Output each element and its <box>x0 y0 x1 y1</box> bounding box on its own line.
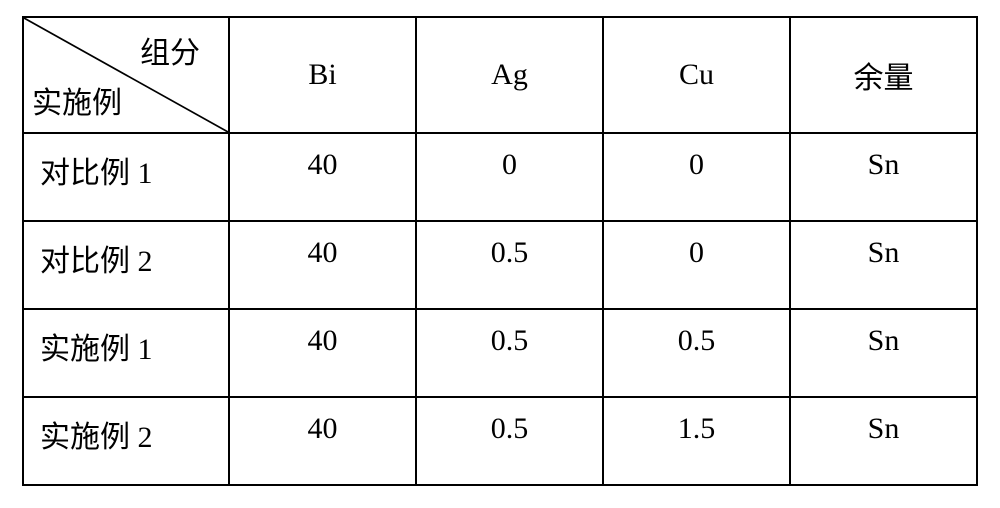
row-label: 实施例 1 <box>23 309 229 397</box>
column-header: Cu <box>603 17 790 133</box>
composition-table-container: 组分 实施例 Bi Ag Cu 余量 对比例 1 40 0 0 Sn 对比例 2… <box>0 0 1000 508</box>
data-cell: 0.5 <box>416 309 603 397</box>
table-row: 实施例 1 40 0.5 0.5 Sn <box>23 309 977 397</box>
row-label: 对比例 1 <box>23 133 229 221</box>
data-cell: 0.5 <box>416 397 603 485</box>
column-header: Bi <box>229 17 416 133</box>
data-cell: 40 <box>229 309 416 397</box>
data-cell: Sn <box>790 221 977 309</box>
corner-bottom-label: 实施例 <box>32 78 122 122</box>
data-cell: 0.5 <box>416 221 603 309</box>
data-cell: 40 <box>229 221 416 309</box>
corner-top-label: 组分 <box>140 28 200 72</box>
data-cell: 40 <box>229 397 416 485</box>
column-header: Ag <box>416 17 603 133</box>
composition-table: 组分 实施例 Bi Ag Cu 余量 对比例 1 40 0 0 Sn 对比例 2… <box>22 16 978 486</box>
data-cell: 1.5 <box>603 397 790 485</box>
data-cell: 0 <box>603 133 790 221</box>
row-label: 对比例 2 <box>23 221 229 309</box>
table-row: 对比例 1 40 0 0 Sn <box>23 133 977 221</box>
data-cell: 0.5 <box>603 309 790 397</box>
table-row: 实施例 2 40 0.5 1.5 Sn <box>23 397 977 485</box>
data-cell: Sn <box>790 309 977 397</box>
data-cell: Sn <box>790 133 977 221</box>
data-cell: Sn <box>790 397 977 485</box>
column-header: 余量 <box>790 17 977 133</box>
data-cell: 0 <box>416 133 603 221</box>
table-row: 对比例 2 40 0.5 0 Sn <box>23 221 977 309</box>
data-cell: 40 <box>229 133 416 221</box>
table-header-row: 组分 实施例 Bi Ag Cu 余量 <box>23 17 977 133</box>
data-cell: 0 <box>603 221 790 309</box>
corner-header: 组分 实施例 <box>23 17 229 133</box>
row-label: 实施例 2 <box>23 397 229 485</box>
